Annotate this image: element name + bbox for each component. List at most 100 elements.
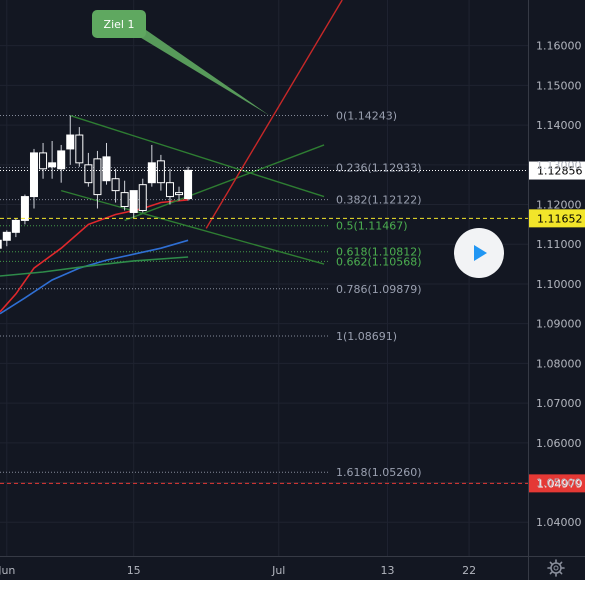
candle-body	[39, 152, 48, 170]
fib-level-label: 1.618(1.05260)	[336, 466, 422, 479]
y-tick-label: 1.12000	[536, 199, 582, 212]
candle	[66, 115, 75, 165]
play-icon	[474, 245, 487, 261]
callout-pointer	[128, 30, 270, 116]
candle-body	[175, 192, 184, 196]
candle	[93, 150, 102, 209]
candle	[48, 140, 57, 179]
candle-body	[57, 150, 66, 170]
moving-average-line	[0, 256, 189, 277]
moving-average-line	[0, 239, 189, 315]
candle-body	[29, 152, 38, 198]
ziel-callout[interactable]: Ziel 1	[92, 10, 270, 116]
callout-box[interactable]	[92, 10, 146, 38]
y-tick-label: 1.09000	[536, 318, 582, 331]
price-marker-value: 1.04979	[537, 477, 583, 490]
candle-body	[2, 231, 11, 241]
y-tick-label: 1.10000	[536, 278, 582, 291]
candle	[20, 194, 29, 225]
fibonacci-retracement: 0(1.14243) 0.236(1.12933) 0.382(1.12122) 0.…	[0, 109, 422, 479]
x-tick-label: Jul	[271, 564, 285, 577]
candle	[0, 239, 2, 249]
y-tick-label: 1.04000	[536, 516, 582, 529]
candle	[11, 218, 20, 238]
candle-body	[66, 134, 75, 150]
y-tick-label: 1.16000	[536, 40, 582, 53]
price-axis: 1.16000 1.15000 1.14000 1.13000 1.12000 1.110…	[536, 40, 582, 530]
price-marker-lines: 1.12856 1.11652 1.04979	[0, 161, 585, 493]
play-button[interactable]	[454, 228, 504, 278]
time-axis-background	[0, 557, 585, 580]
candle-body	[156, 160, 165, 184]
y-tick-label: 1.05000	[536, 477, 582, 490]
candle	[29, 148, 38, 209]
candle	[175, 186, 184, 201]
trend-lines	[60, 0, 343, 265]
fib-level-label: 0.382(1.12122)	[336, 194, 422, 207]
time-axis: Jun 15 Jul 13 22	[0, 564, 476, 577]
candle	[102, 142, 111, 185]
candle-body	[129, 190, 138, 213]
trend-line[interactable]	[124, 144, 325, 222]
candle-body	[120, 192, 129, 208]
fib-level-label: 1(1.08691)	[336, 330, 397, 343]
candle	[184, 166, 193, 201]
candle	[2, 230, 11, 247]
fib-level-label: 0.236(1.12933)	[336, 161, 422, 174]
x-tick-label: 13	[381, 564, 395, 577]
candle	[111, 168, 120, 203]
candle-body	[93, 158, 102, 196]
candle-body	[0, 239, 2, 249]
y-tick-label: 1.06000	[536, 437, 582, 450]
y-tick-label: 1.08000	[536, 357, 582, 370]
gear-icon[interactable]	[547, 559, 565, 577]
candle-body	[138, 184, 147, 211]
candle-body	[184, 169, 193, 200]
candle-body	[20, 196, 29, 221]
price-axis-background	[529, 0, 585, 556]
plot-background	[0, 0, 528, 556]
trend-line[interactable]	[60, 189, 325, 265]
fib-level-label: 0.662(1.10568)	[336, 255, 422, 268]
candle	[165, 168, 174, 205]
x-tick-label: 15	[127, 564, 141, 577]
fib-level-label: 0.786(1.09879)	[336, 283, 422, 296]
moving-averages	[0, 199, 189, 315]
y-tick-label: 1.13000	[536, 159, 582, 172]
candle-body	[11, 219, 20, 233]
candle	[57, 144, 66, 183]
price-marker-value: 1.12856	[537, 165, 583, 178]
x-tick-label: Jun	[0, 564, 15, 577]
candle-body	[75, 134, 84, 164]
price-marker-badge	[529, 161, 585, 180]
candle	[138, 178, 147, 213]
candle	[75, 127, 84, 167]
candle-body	[84, 164, 93, 184]
y-tick-label: 1.15000	[536, 79, 582, 92]
trend-line[interactable]	[205, 0, 343, 229]
candle	[129, 190, 138, 219]
candle-body	[48, 162, 57, 168]
candle	[120, 180, 129, 211]
candle-body	[165, 182, 174, 198]
y-tick-label: 1.14000	[536, 119, 582, 132]
y-tick-label: 1.07000	[536, 397, 582, 410]
fib-level-label: 0.5(1.11467)	[336, 220, 408, 233]
trend-line[interactable]	[70, 114, 325, 198]
candle	[156, 154, 165, 191]
callout-label: Ziel 1	[104, 18, 135, 31]
price-marker-badge	[529, 474, 585, 493]
candle-body	[147, 162, 156, 184]
price-marker-badge	[529, 209, 585, 228]
fib-level-label: 0.618(1.10812)	[336, 246, 422, 259]
moving-average-line	[0, 199, 189, 313]
price-marker-value: 1.11652	[537, 212, 583, 225]
candle	[84, 152, 93, 187]
grid	[0, 0, 528, 556]
candle-body	[111, 178, 120, 192]
candlesticks	[0, 115, 193, 249]
x-tick-label: 22	[462, 564, 476, 577]
candle-body	[102, 156, 111, 182]
